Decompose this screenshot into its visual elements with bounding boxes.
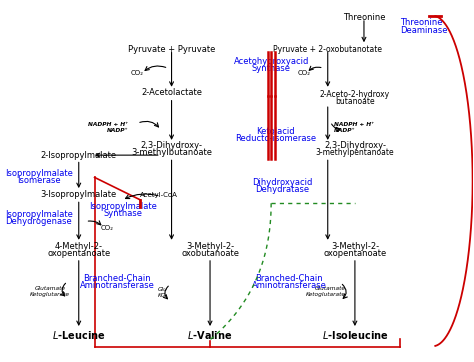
Text: Glutamate: Glutamate [34,286,65,291]
Text: Isomerase: Isomerase [17,177,61,185]
Text: CO₂: CO₂ [131,70,144,76]
Text: Deaminase: Deaminase [400,26,447,35]
Text: Acetyl-CoA: Acetyl-CoA [140,191,178,198]
Text: Acetohydroxyacid: Acetohydroxyacid [234,57,309,66]
Text: NADP⁺: NADP⁺ [334,128,355,133]
Text: $\it{L}$-Isoleucine: $\it{L}$-Isoleucine [321,329,388,341]
Text: CO₂: CO₂ [298,70,310,76]
Text: Dehydratase: Dehydratase [255,185,310,194]
Text: 3-Methyl-2-: 3-Methyl-2- [186,242,234,251]
Text: butanoate: butanoate [335,97,375,106]
Text: NADP⁺: NADP⁺ [107,128,128,133]
Text: 3-methylbutanoate: 3-methylbutanoate [131,148,212,157]
Text: Synthase: Synthase [104,209,143,218]
Text: Isopropylmalate: Isopropylmalate [89,202,157,211]
Text: 2-Acetolactate: 2-Acetolactate [141,88,202,97]
Text: 2-Aceto-2-hydroxy: 2-Aceto-2-hydroxy [320,89,390,98]
Text: NADPH + H⁺: NADPH + H⁺ [88,122,128,127]
Text: CO₂: CO₂ [101,225,114,231]
Text: Isopropylmalate: Isopropylmalate [5,169,73,178]
Text: Branched-Chain: Branched-Chain [255,274,323,283]
Text: Ketolacid: Ketolacid [256,127,295,136]
Text: Threonine: Threonine [400,18,443,28]
Text: Pyruvate + Pyruvate: Pyruvate + Pyruvate [128,45,215,54]
Text: Branched-Chain: Branched-Chain [83,274,151,283]
Text: 3-methylpentanoate: 3-methylpentanoate [316,148,394,157]
Text: 2,3-Dihydroxy-: 2,3-Dihydroxy- [324,141,386,150]
Text: oxopentanoate: oxopentanoate [323,249,386,258]
Text: $\it{L}$-Valine: $\it{L}$-Valine [187,329,233,341]
Text: Dehydrogenase: Dehydrogenase [6,217,73,226]
Text: Aminotransferase: Aminotransferase [252,281,327,290]
Text: Aminotransferase: Aminotransferase [80,281,155,290]
Text: 2-Isopropylmalate: 2-Isopropylmalate [41,151,117,160]
Text: 3-Isopropylmalate: 3-Isopropylmalate [41,190,117,199]
Text: oxobutanoate: oxobutanoate [181,249,239,258]
Text: 3-Methyl-2-: 3-Methyl-2- [331,242,379,251]
Text: Reducto-isomerase: Reducto-isomerase [235,134,316,143]
Text: oxopentanoate: oxopentanoate [47,249,110,258]
Text: NADPH + H⁺: NADPH + H⁺ [334,122,374,127]
Text: Synthase: Synthase [252,64,291,73]
Text: Glutamate: Glutamate [315,286,346,291]
Text: Glu: Glu [157,287,167,292]
Text: Pyruvate + 2-oxobutanotate: Pyruvate + 2-oxobutanotate [273,45,382,54]
Text: Dihydroxyacid: Dihydroxyacid [252,178,313,187]
Text: Ketoglutarate: Ketoglutarate [30,292,70,296]
Text: $\it{L}$-Leucine: $\it{L}$-Leucine [52,329,106,341]
Text: KG: KG [158,293,167,298]
Text: 2,3-Dihydroxy-: 2,3-Dihydroxy- [141,141,202,150]
Text: 4-Methyl-2-: 4-Methyl-2- [55,242,103,251]
Text: Threonine: Threonine [343,13,385,22]
Text: Ketoglutarate: Ketoglutarate [306,292,346,296]
Text: Isopropylmalate: Isopropylmalate [5,210,73,219]
